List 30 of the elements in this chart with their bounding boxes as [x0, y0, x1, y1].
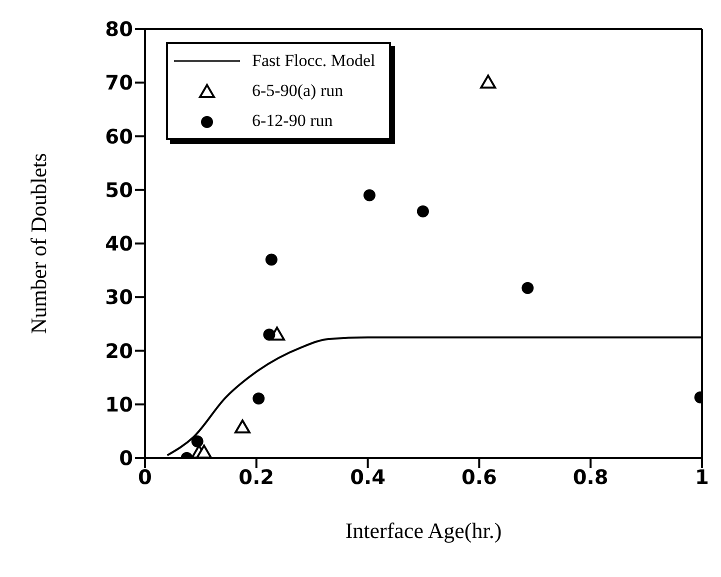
x-tick-label: 0.2 [238, 465, 274, 490]
x-tick-label: 1 [695, 465, 709, 490]
x-tick-label: 0.6 [461, 465, 497, 490]
point [263, 328, 276, 341]
point [265, 254, 278, 266]
point [522, 282, 534, 294]
x-tick-label: 0.4 [350, 465, 386, 490]
y-tick-label: 70 [105, 70, 133, 95]
y-tick-label: 20 [105, 338, 133, 363]
y-tick-label: 10 [105, 392, 133, 416]
point [416, 205, 429, 218]
x-tick-label: 0 [138, 465, 152, 490]
legend-label: 6-12-90 run [252, 111, 333, 131]
legend-label: 6-5-90(a) run [252, 81, 344, 101]
x-axis-title: Interface Age(hr.) [345, 518, 502, 543]
y-tick-label: 0 [119, 446, 133, 470]
y-tick-label: 40 [105, 232, 133, 256]
y-tick-label: 30 [105, 285, 133, 310]
legend-label: Fast Flocc. Model [252, 51, 376, 71]
point [191, 435, 204, 448]
point [234, 419, 250, 434]
y-tick-label: 50 [105, 178, 133, 202]
point [480, 74, 496, 89]
x-tick-label: 0.8 [572, 465, 608, 490]
point [363, 189, 376, 202]
y-tick-label: 80 [105, 17, 133, 42]
y-axis-title: Number of Doublets [26, 153, 51, 334]
y-tick-label: 60 [105, 124, 133, 148]
point [196, 444, 212, 458]
point [252, 392, 265, 404]
